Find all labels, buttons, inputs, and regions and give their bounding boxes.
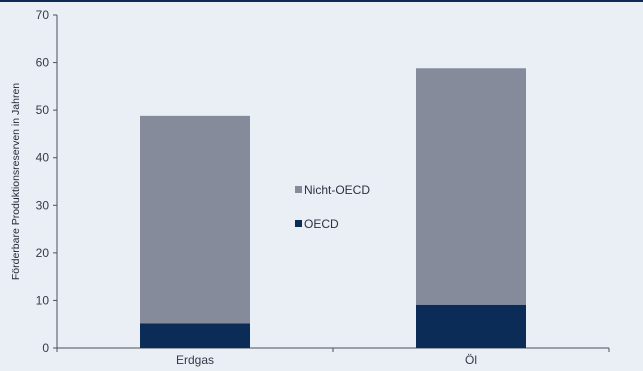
y-tick-label: 70 bbox=[36, 8, 50, 22]
legend-label: Nicht-OECD bbox=[304, 183, 370, 197]
y-tick-label: 0 bbox=[42, 341, 49, 355]
bar-segment-oecd-2 bbox=[416, 304, 526, 348]
legend: Nicht-OECD OECD bbox=[295, 183, 370, 231]
x-tick-label: Öl bbox=[465, 353, 477, 367]
y-tick-label: 20 bbox=[36, 246, 50, 260]
y-tick-label: 40 bbox=[36, 151, 50, 165]
legend-swatch bbox=[295, 186, 302, 193]
y-tick-label: 30 bbox=[36, 198, 50, 212]
bar-segment-nicht-oecd-2 bbox=[416, 68, 526, 305]
bar-segment-nicht-oecd-1 bbox=[140, 115, 250, 324]
bars bbox=[140, 68, 526, 348]
y-tick-label: 60 bbox=[36, 56, 50, 70]
y-tick-label: 10 bbox=[36, 293, 50, 307]
tick-labels: 0 10 20 30 40 50 60 70 Erdgas Öl bbox=[36, 8, 477, 367]
bar-segment-oecd-1 bbox=[140, 323, 250, 348]
legend-swatch bbox=[295, 220, 302, 227]
y-tick-label: 50 bbox=[36, 103, 50, 117]
x-tick-label: Erdgas bbox=[176, 353, 214, 367]
legend-label: OECD bbox=[304, 217, 339, 231]
y-axis-title: Förderbare Produktionsreserven in Jahren bbox=[10, 83, 22, 280]
